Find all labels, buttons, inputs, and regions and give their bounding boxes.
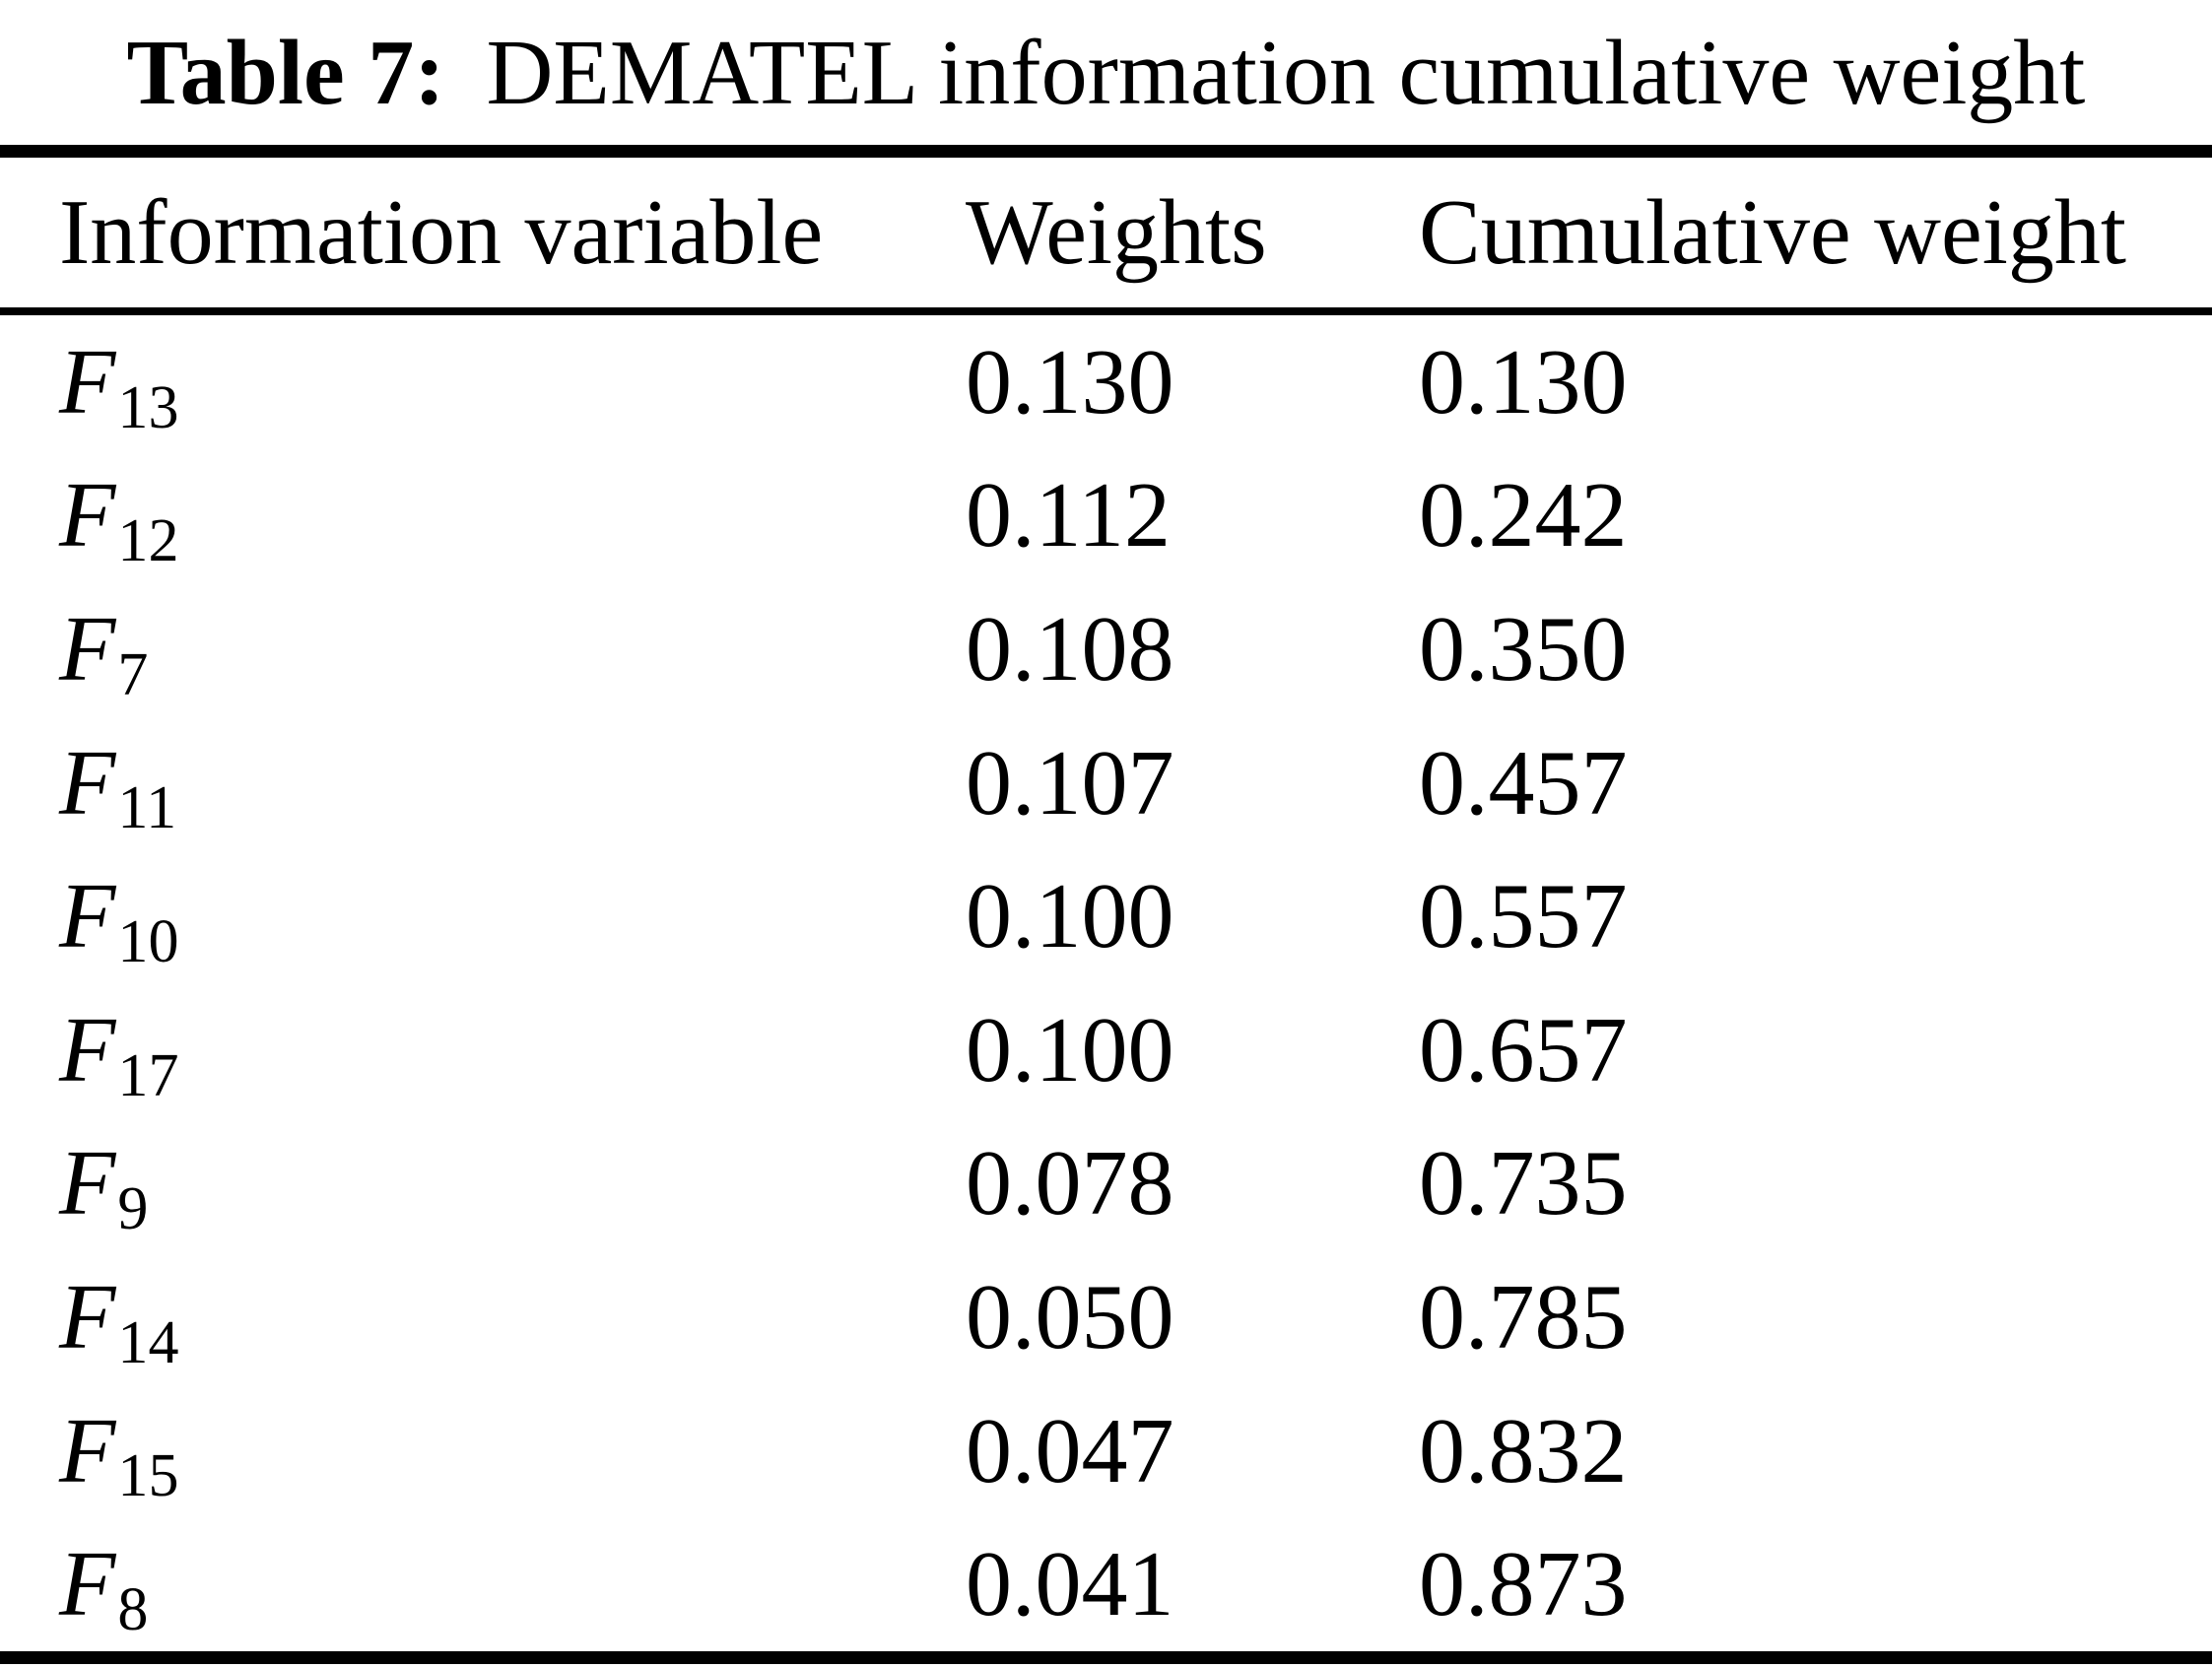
variable-symbol: F — [59, 1533, 116, 1636]
cumulative-cell: 0.457 — [1419, 731, 1628, 834]
variable-subscript: 13 — [117, 373, 179, 441]
variable-symbol: F — [59, 1132, 116, 1235]
variable-cell: F10 — [59, 863, 966, 972]
variable-subscript: 17 — [117, 1041, 179, 1109]
table-row: F11 0.107 0.457 — [0, 716, 2212, 850]
variable-cell: F8 — [59, 1531, 966, 1640]
variable-subscript: 15 — [117, 1442, 179, 1510]
variable-cell: F9 — [59, 1130, 966, 1239]
variable-cell: F13 — [59, 329, 966, 438]
table-row: F17 0.100 0.657 — [0, 983, 2212, 1117]
variable-cell: F7 — [59, 596, 966, 705]
cumulative-cell: 0.832 — [1419, 1399, 1628, 1502]
variable-subscript: 12 — [117, 507, 179, 575]
variable-cell: F11 — [59, 730, 966, 839]
table-row: F15 0.047 0.832 — [0, 1384, 2212, 1518]
variable-subscript: 7 — [117, 640, 149, 708]
weight-cell: 0.050 — [966, 1265, 1174, 1368]
table-row: F12 0.112 0.242 — [0, 449, 2212, 583]
cumulative-cell: 0.735 — [1419, 1132, 1628, 1235]
variable-symbol: F — [59, 998, 116, 1101]
table-top-rule — [0, 145, 2212, 158]
header-cumulative-weight: Cumulative weight — [1419, 181, 2126, 284]
variable-subscript: 10 — [117, 908, 179, 976]
header-information-variable: Information variable — [59, 181, 824, 284]
table-row: F13 0.130 0.130 — [0, 315, 2212, 449]
table-caption-label: Table 7: — [126, 21, 445, 124]
variable-symbol: F — [59, 1265, 116, 1368]
variable-symbol: F — [59, 1399, 116, 1502]
table-header-rule — [0, 307, 2212, 315]
table-row: F7 0.108 0.350 — [0, 582, 2212, 716]
weight-cell: 0.041 — [966, 1533, 1174, 1636]
table-row: F10 0.100 0.557 — [0, 849, 2212, 983]
weight-cell: 0.078 — [966, 1132, 1174, 1235]
weight-cell: 0.130 — [966, 330, 1174, 434]
weight-cell: 0.107 — [966, 731, 1174, 834]
variable-symbol: F — [59, 464, 116, 567]
cumulative-cell: 0.242 — [1419, 464, 1628, 567]
weight-cell: 0.100 — [966, 998, 1174, 1101]
table-row: F8 0.041 0.873 — [0, 1517, 2212, 1651]
variable-symbol: F — [59, 731, 116, 834]
cumulative-cell: 0.785 — [1419, 1265, 1628, 1368]
cumulative-cell: 0.557 — [1419, 865, 1628, 968]
cumulative-cell: 0.657 — [1419, 998, 1628, 1101]
table-caption: Table 7: DEMATEL information cumulative … — [0, 0, 2212, 145]
variable-symbol: F — [59, 330, 116, 434]
variable-cell: F15 — [59, 1398, 966, 1507]
table-body: F13 0.130 0.130 F12 0.112 0.242 F7 0.108… — [0, 315, 2212, 1651]
table-bottom-rule — [0, 1650, 2212, 1664]
cumulative-cell: 0.873 — [1419, 1533, 1628, 1636]
variable-cell: F14 — [59, 1264, 966, 1373]
variable-subscript: 8 — [117, 1576, 149, 1644]
table-header-row: Information variable Weights Cumulative … — [0, 158, 2212, 307]
variable-cell: F12 — [59, 462, 966, 571]
weight-cell: 0.108 — [966, 597, 1174, 701]
weight-cell: 0.047 — [966, 1399, 1174, 1502]
table-row: F14 0.050 0.785 — [0, 1250, 2212, 1384]
variable-cell: F17 — [59, 997, 966, 1106]
variable-symbol: F — [59, 597, 116, 701]
variable-subscript: 9 — [117, 1175, 149, 1243]
cumulative-cell: 0.130 — [1419, 330, 1628, 434]
variable-subscript: 14 — [117, 1308, 179, 1376]
header-weights: Weights — [966, 181, 1267, 284]
weight-cell: 0.100 — [966, 865, 1174, 968]
table-caption-text: DEMATEL information cumulative weight — [486, 21, 2086, 124]
cumulative-cell: 0.350 — [1419, 597, 1628, 701]
variable-symbol: F — [59, 865, 116, 968]
variable-subscript: 11 — [117, 774, 177, 842]
table-row: F9 0.078 0.735 — [0, 1117, 2212, 1251]
weight-cell: 0.112 — [966, 464, 1172, 567]
